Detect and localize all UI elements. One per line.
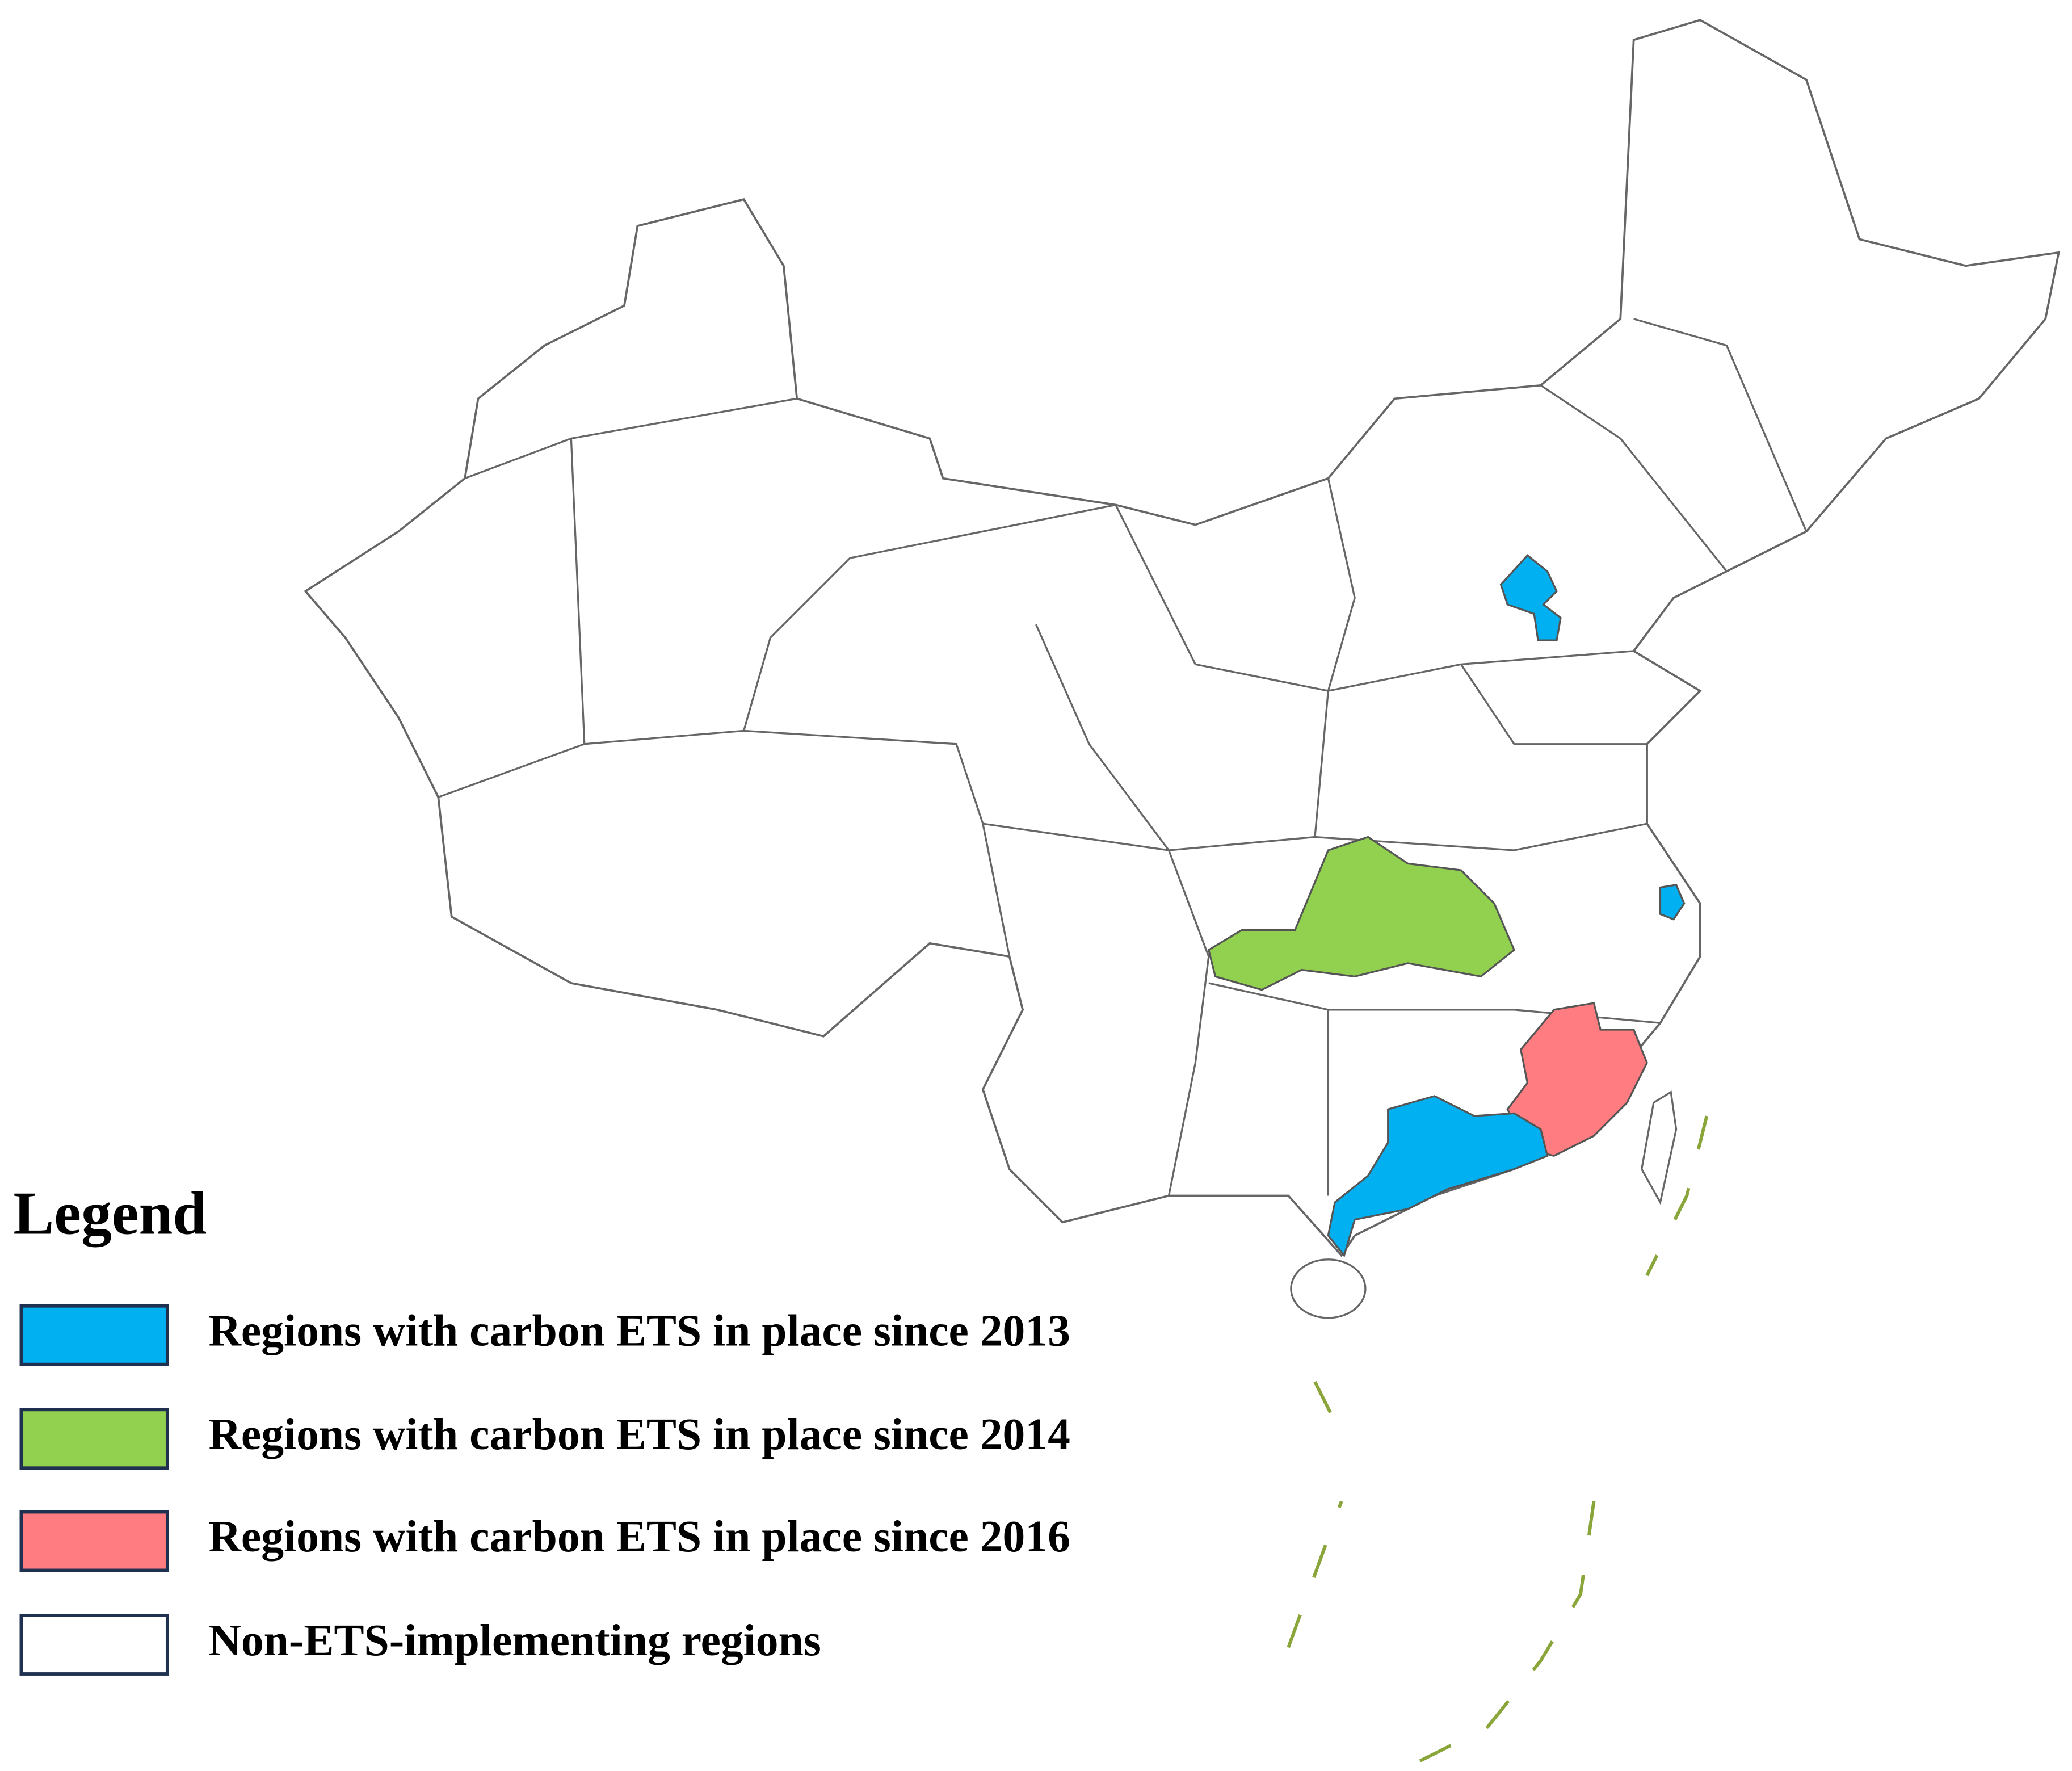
legend-label: Non-ETS-implementing regions bbox=[208, 1615, 821, 1665]
legend-label: Regions with carbon ETS in place since 2… bbox=[208, 1409, 1070, 1459]
region-2013 bbox=[1327, 1095, 1549, 1258]
island bbox=[1290, 1258, 1367, 1319]
legend-swatch bbox=[19, 1614, 169, 1676]
region-2013 bbox=[1499, 554, 1562, 641]
map bbox=[304, 19, 2060, 1769]
border bbox=[464, 397, 797, 480]
border bbox=[1314, 478, 1356, 837]
legend-label: Regions with carbon ETS in place since 2… bbox=[208, 1512, 1070, 1562]
border bbox=[1540, 384, 1728, 572]
border bbox=[1460, 664, 1647, 745]
border bbox=[743, 503, 1116, 731]
border bbox=[584, 729, 1011, 957]
border bbox=[1169, 822, 1647, 851]
legend-swatch bbox=[19, 1304, 169, 1366]
sea-boundary bbox=[1287, 1115, 1709, 1769]
region-2016 bbox=[1506, 1002, 1648, 1157]
island bbox=[1640, 1090, 1678, 1205]
region-2013 bbox=[1659, 884, 1686, 921]
border bbox=[982, 822, 1210, 1196]
legend-items: Regions with carbon ETS in place since 2… bbox=[19, 1304, 1070, 1676]
legend-swatch bbox=[19, 1408, 169, 1470]
legend-swatch bbox=[19, 1510, 169, 1572]
border bbox=[1035, 624, 1170, 851]
legend: Legend Regions with carbon ETS in place … bbox=[13, 1180, 1070, 1676]
legend-title: Legend bbox=[13, 1180, 207, 1247]
legend-label: Regions with carbon ETS in place since 2… bbox=[208, 1306, 1070, 1355]
region-2014 bbox=[1207, 836, 1516, 991]
province-borders bbox=[438, 318, 1808, 1196]
border bbox=[1633, 318, 1808, 532]
